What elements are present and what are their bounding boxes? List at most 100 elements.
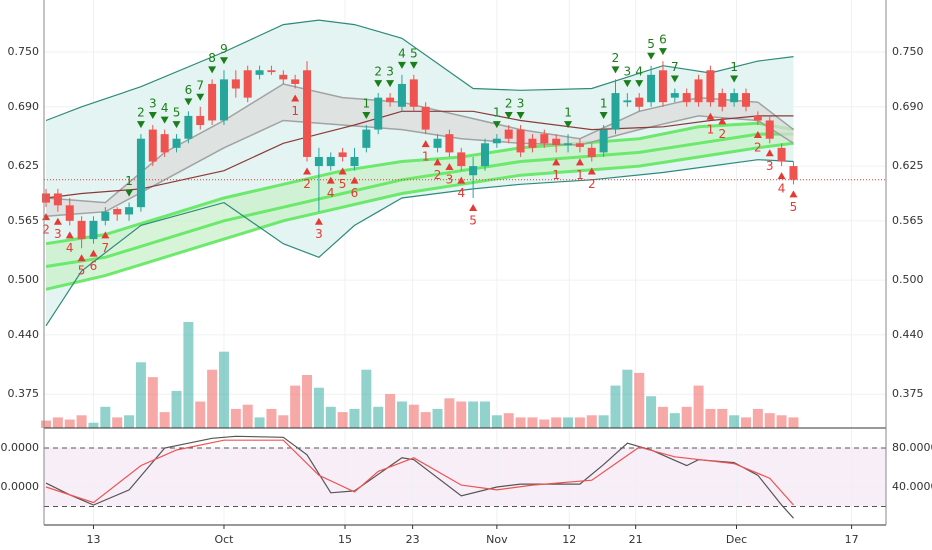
volume-bar	[124, 415, 135, 428]
count-marker-down	[730, 75, 739, 83]
count-label: 7	[102, 241, 110, 255]
count-marker-up	[338, 167, 347, 175]
count-label: 1	[552, 168, 560, 182]
volume-bar	[563, 417, 574, 428]
count-marker-down	[409, 61, 418, 69]
level-fill	[44, 448, 886, 507]
volume-bar	[396, 401, 407, 428]
volume-bar	[218, 351, 229, 428]
volume-bar	[574, 417, 585, 428]
volume-bar	[385, 394, 396, 428]
candle-body	[694, 79, 703, 103]
count-marker-up	[587, 167, 596, 175]
volume-bar	[266, 408, 277, 428]
count-label: 6	[659, 33, 667, 47]
y-tick-label-right: 0.375	[892, 387, 924, 400]
y-tick-label-right: 0.690	[892, 100, 924, 113]
volume-bar	[776, 415, 787, 428]
volume-bar	[302, 375, 313, 428]
count-marker-up	[706, 112, 715, 120]
volume-bar	[254, 417, 265, 428]
candle-body	[445, 134, 454, 153]
volume-bar	[52, 417, 63, 428]
candle-body	[362, 129, 371, 148]
candle-body	[291, 79, 300, 84]
x-tick-label: 15	[338, 533, 352, 546]
volume-bar	[432, 408, 443, 428]
count-label: 1	[493, 106, 501, 120]
count-marker-down	[172, 121, 181, 129]
ribbon-line	[45, 132, 794, 268]
count-marker-up	[753, 131, 762, 139]
volume-bar	[135, 362, 146, 428]
count-marker-up	[89, 249, 98, 257]
count-label: 4	[327, 186, 335, 200]
y-tick-label: 80.0000	[0, 441, 39, 454]
count-marker-down	[397, 61, 406, 69]
candle-body	[338, 152, 347, 157]
y-tick-label-right: 0.440	[892, 328, 924, 341]
count-marker-up	[433, 158, 442, 166]
volume-bar	[681, 406, 692, 428]
candle-body	[765, 120, 774, 139]
count-marker-up	[291, 94, 300, 102]
x-tick-label: Oct	[214, 533, 234, 546]
candle-body	[492, 138, 501, 144]
count-label: 7	[196, 78, 204, 92]
volume-bar	[717, 408, 728, 428]
volume-bar	[349, 408, 360, 428]
candle-body	[670, 93, 679, 98]
count-marker-down	[635, 80, 644, 88]
count-label: 3	[446, 172, 454, 186]
candle-body	[409, 79, 418, 107]
candle-body	[303, 70, 312, 157]
count-label: 2	[612, 51, 620, 65]
candle-body	[789, 166, 798, 180]
count-marker-up	[575, 158, 584, 166]
candle-body	[89, 220, 98, 240]
count-marker-up	[53, 217, 62, 225]
band-lower	[45, 159, 794, 327]
count-label: 2	[137, 106, 145, 120]
count-label: 6	[351, 186, 359, 200]
volume-bar	[337, 412, 348, 428]
candle-body	[255, 70, 264, 75]
volume-bar	[479, 401, 490, 428]
volume-bar	[207, 369, 218, 428]
count-marker-up	[101, 231, 110, 239]
count-marker-up	[65, 231, 74, 239]
count-label: 2	[434, 168, 442, 182]
stoch-line	[45, 435, 794, 519]
count-label: 2	[42, 223, 50, 237]
count-marker-down	[647, 52, 656, 60]
volume-bar	[278, 415, 289, 428]
count-label: 5	[469, 214, 477, 228]
count-label: 2	[505, 97, 513, 111]
volume-bar	[171, 390, 182, 428]
candle-body	[540, 134, 549, 144]
count-label: 2	[754, 141, 762, 155]
candle-body	[623, 100, 632, 103]
volume-bar	[646, 396, 657, 428]
y-tick-label: 0.440	[8, 328, 40, 341]
candle-body	[433, 138, 442, 148]
count-marker-up	[303, 167, 312, 175]
candle-body	[172, 138, 181, 148]
volume-bar	[705, 408, 716, 428]
count-marker-down	[136, 121, 145, 129]
count-marker-up	[469, 204, 478, 212]
count-label: 1	[125, 174, 133, 188]
volume-bar	[752, 408, 763, 428]
band-upper	[45, 19, 794, 122]
x-tick-label: 21	[629, 533, 643, 546]
count-label: 8	[208, 51, 216, 65]
y-tick-label: 0.500	[8, 273, 40, 286]
volume-bar	[195, 401, 206, 428]
candle-body	[125, 207, 134, 215]
count-label: 5	[173, 106, 181, 120]
candle-body	[101, 211, 110, 221]
y-tick-label: 0.375	[8, 387, 40, 400]
count-marker-down	[564, 121, 573, 129]
volume-bar	[361, 369, 372, 428]
